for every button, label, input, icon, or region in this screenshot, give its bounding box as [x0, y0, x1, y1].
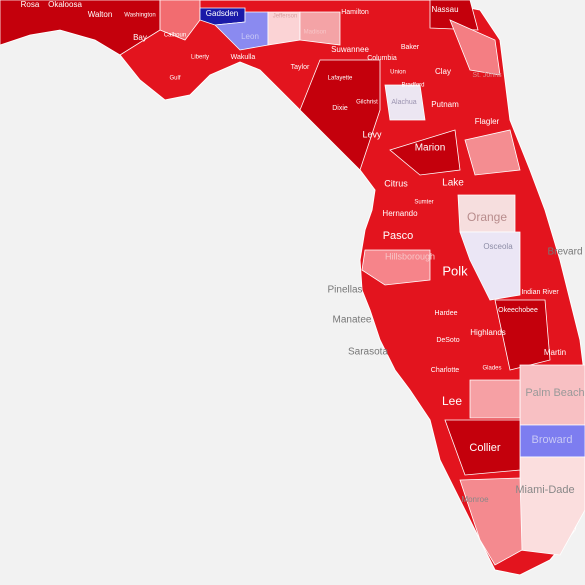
county-label: Hamilton [341, 9, 369, 16]
county-label: Glades [482, 366, 501, 372]
county-label: Highlands [470, 328, 506, 337]
county-shape [464, 129, 521, 176]
county-label: Wakulla [231, 54, 256, 61]
county-shape [494, 299, 551, 371]
county-label: Broward [532, 434, 573, 446]
county-label: Martin [544, 348, 566, 357]
county-labels: Rosa Okaloosa Walton Washington Bay Calhoun Gu… [21, 0, 585, 504]
county-label: Bay [133, 33, 147, 42]
county-shape [469, 379, 521, 419]
county-label: Miami-Dade [515, 484, 574, 496]
county-label: Brevard [547, 247, 582, 258]
county-label: Marion [415, 143, 446, 154]
county-label: Okeechobee [498, 307, 538, 314]
county-label: Collier [469, 442, 501, 454]
county-shape [384, 84, 426, 121]
county-label: Suwannee [331, 45, 369, 54]
county-label: Walton [88, 10, 113, 19]
county-shape [299, 11, 341, 46]
county-label: Leon [241, 32, 259, 41]
county-label: Jefferson [273, 14, 298, 20]
county-label: Hernando [382, 209, 418, 218]
county-label: Dixie [332, 105, 348, 112]
county-label: Indian River [521, 289, 559, 296]
county-label: Gadsden [206, 9, 238, 18]
county-label: Gilchrist [356, 100, 378, 106]
county-label: Charlotte [431, 367, 460, 374]
county-label: DeSoto [436, 337, 459, 344]
county-label: Baker [401, 44, 420, 51]
county-label: Flagler [475, 117, 500, 126]
county-label: Palm Beach [525, 387, 584, 399]
county-shape [429, 0, 479, 31]
county-label: Taylor [291, 64, 310, 71]
county-label: Madison [304, 30, 327, 36]
county-label: Alachua [391, 99, 416, 106]
county-label: Levy [362, 129, 382, 139]
county-shape [389, 129, 461, 176]
county-label: Liberty [191, 55, 209, 61]
county-label: Washington [124, 13, 155, 19]
county-label: Hardee [435, 310, 458, 317]
county-label: Okaloosa [48, 0, 82, 9]
county-shape [159, 0, 201, 41]
county-label: Columbia [367, 55, 397, 62]
county-label: Rosa [21, 0, 40, 9]
county-label: Sumter [414, 200, 433, 206]
county-shape [459, 231, 521, 301]
county-label: Sarasota [348, 347, 388, 358]
county-label: Lee [442, 394, 462, 408]
county-label: Bradford [401, 83, 424, 89]
county-label: Nassau [431, 5, 458, 14]
county-label: Union [390, 70, 406, 76]
county-label: Polk [442, 263, 468, 278]
county-label: Monroe [461, 495, 489, 504]
county-shapes [0, 0, 585, 566]
county-shape [361, 249, 431, 286]
county-shape [444, 419, 521, 476]
county-label: Lake [442, 178, 464, 189]
county-label: Calhoun [164, 33, 186, 39]
county-label: Pinellas [327, 285, 362, 296]
county-label: Putnam [431, 100, 459, 109]
county-label: Pasco [383, 230, 414, 242]
county-label: Manatee [333, 315, 372, 326]
county-label: Lafayette [328, 76, 353, 82]
county-label: Orange [467, 210, 507, 224]
county-shape [299, 59, 381, 171]
county-label: Gulf [169, 76, 180, 82]
county-label: Clay [435, 67, 451, 76]
county-label: St. Johns [472, 72, 502, 79]
county-label: Hillsborough [385, 251, 435, 261]
county-label: Osceola [483, 242, 513, 251]
county-shape [449, 19, 501, 76]
county-shape [459, 477, 523, 566]
county-label: Citrus [384, 178, 408, 188]
